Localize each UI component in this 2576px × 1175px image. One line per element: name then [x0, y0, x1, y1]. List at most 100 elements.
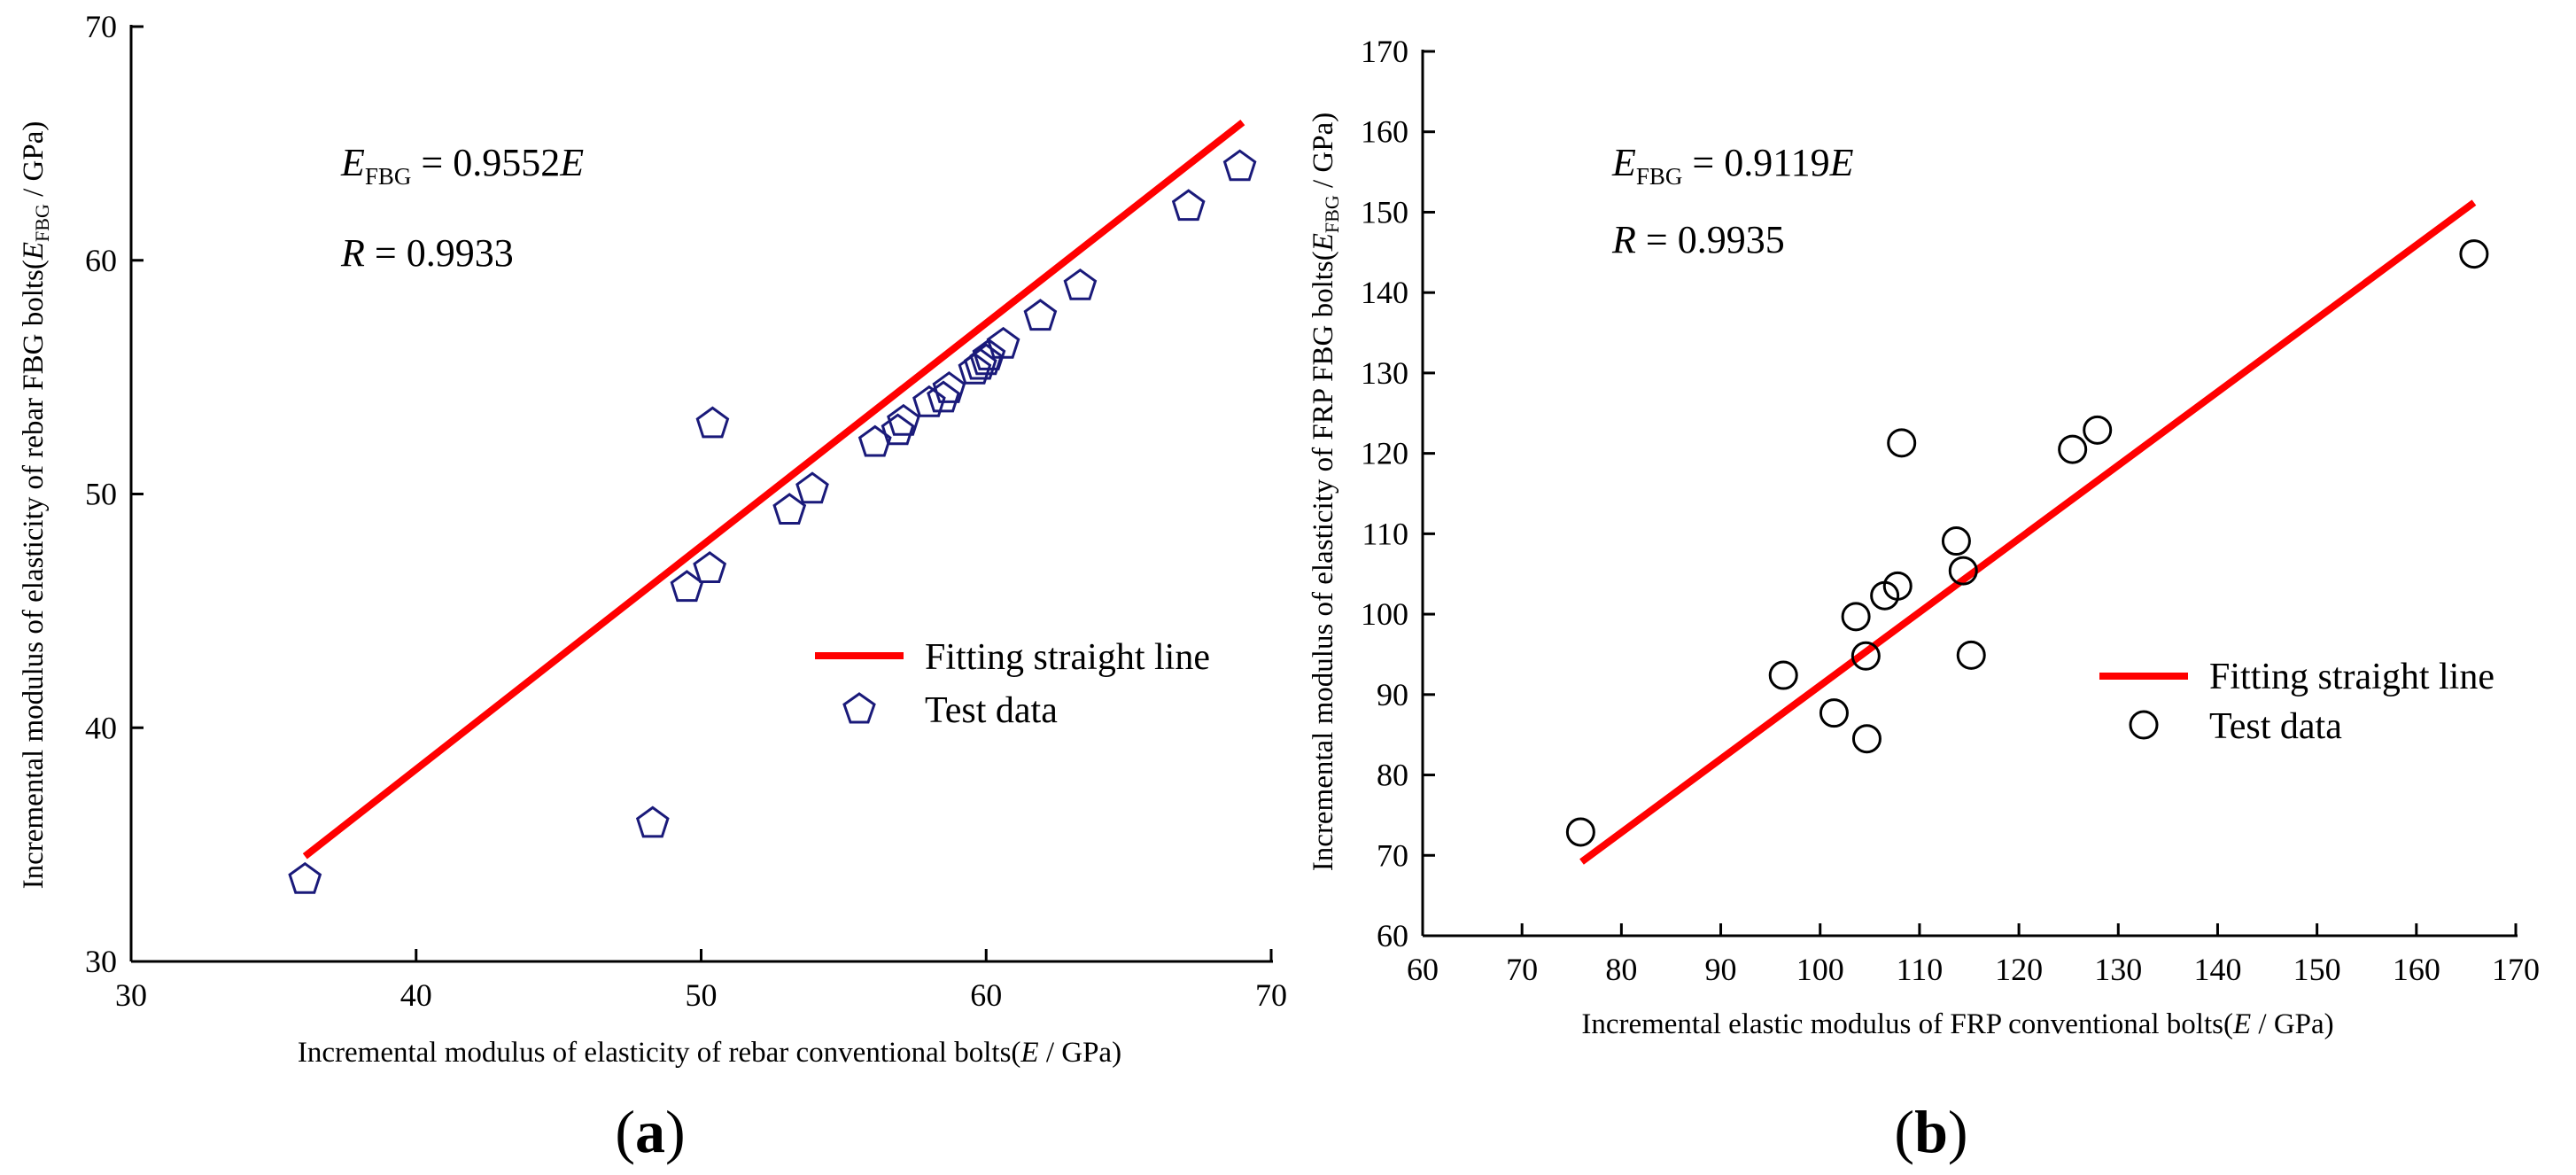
legend-a: Fitting straight line Test data [815, 637, 1210, 731]
data-point-a-11 [927, 380, 960, 413]
x-tick-label-b-100: 100 [1796, 952, 1844, 987]
data-point-a-18 [1023, 299, 1058, 331]
data-point-b-13 [2083, 415, 2113, 445]
data-point-a-19 [1063, 268, 1098, 300]
data-point-b-2 [1819, 698, 1849, 728]
data-point-a-14 [963, 347, 997, 380]
y-tick-label-a-30: 30 [85, 944, 117, 979]
x-ticks-a: 30 40 50 60 70 [115, 949, 1287, 1013]
y-ticks-b: 60 70 80 90 100 110 120 130 140 150 160 170 [1361, 34, 1435, 953]
axes-b [1421, 50, 2518, 938]
fit-equation-a: EFBG = 0.9552E [340, 141, 584, 190]
x-axis-label-a: Incremental modulus of elasticity of reb… [298, 1037, 1121, 1069]
y-tick-label-b-100: 100 [1361, 596, 1408, 632]
fitting-straight-line-a [302, 119, 1245, 860]
y-tick-label-b-110: 110 [1362, 516, 1408, 551]
data-point-a-3 [693, 551, 727, 583]
x-tick-label-b-160: 160 [2393, 952, 2440, 987]
data-point-a-9 [887, 403, 920, 436]
data-point-a-6 [795, 471, 829, 504]
x-tick-label-b-120: 120 [1995, 952, 2043, 987]
y-tick-label-b-140: 140 [1361, 275, 1408, 310]
data-markers-a [288, 149, 1257, 894]
y-tick-label-b-60: 60 [1377, 918, 1408, 953]
y-tick-label-a-60: 60 [85, 243, 117, 278]
x-tick-label-a-70: 70 [1255, 977, 1287, 1013]
x-tick-label-b-90: 90 [1705, 952, 1737, 987]
y-tick-label-b-130: 130 [1361, 355, 1408, 391]
fit-equation-b: EFBG = 0.9119E [1611, 141, 1854, 190]
x-tick-label-b-80: 80 [1605, 952, 1637, 987]
correlation-b: R = 0.9935 [1611, 218, 1785, 261]
data-point-b-11 [1956, 640, 1986, 670]
axes-a [129, 25, 1273, 963]
x-tick-label-b-110: 110 [1897, 952, 1944, 987]
data-markers-b [1565, 239, 2489, 847]
data-point-b-14 [2459, 239, 2489, 269]
x-tick-label-a-40: 40 [400, 977, 432, 1013]
data-point-a-21 [1222, 149, 1257, 182]
data-point-a-8 [881, 413, 915, 446]
data-point-b-5 [1851, 724, 1882, 754]
fit-line-b [1579, 199, 2477, 865]
legend-line-label-a: Fitting straight line [925, 637, 1210, 678]
y-tick-label-b-150: 150 [1361, 194, 1408, 230]
data-point-a-5 [772, 493, 807, 525]
data-point-b-8 [1887, 428, 1917, 458]
x-tick-label-b-170: 170 [2492, 952, 2540, 987]
y-ticks-a: 30 40 50 60 70 [85, 9, 144, 979]
panel-label-a: (a) [615, 1098, 685, 1165]
data-point-a-13 [958, 352, 992, 385]
y-tick-label-b-70: 70 [1377, 837, 1408, 873]
x-tick-label-b-140: 140 [2193, 952, 2241, 987]
x-tick-label-a-50: 50 [686, 977, 718, 1013]
x-tick-label-b-60: 60 [1407, 952, 1439, 987]
y-axis-label-b: Incremental modulus of elasticity of FRP… [1307, 113, 1343, 871]
y-tick-label-a-50: 50 [85, 477, 117, 512]
correlation-a: R = 0.9933 [340, 231, 514, 275]
data-point-a-17 [986, 326, 1020, 359]
legend-marker-swatch-a [842, 692, 876, 724]
legend-marker-label-a: Test data [925, 690, 1058, 731]
data-point-b-9 [1941, 526, 1971, 556]
legend-line-label-b: Fitting straight line [2209, 657, 2495, 697]
data-point-b-12 [2058, 434, 2088, 464]
y-tick-label-a-70: 70 [85, 9, 117, 44]
legend-b: Fitting straight line Test data [2099, 657, 2495, 747]
chart-panel-b: 60 70 80 90 100 110 120 130 140 150 160 170 60 70 80 9… [1307, 34, 2540, 1165]
x-tick-label-a-60: 60 [970, 977, 1002, 1013]
y-tick-label-b-80: 80 [1377, 758, 1408, 793]
legend-marker-swatch-b [2129, 710, 2159, 740]
x-ticks-b: 60 70 80 90 100 110 120 130 140 150 160 170 [1407, 923, 2540, 987]
y-tick-label-a-40: 40 [85, 710, 117, 745]
x-tick-label-a-30: 30 [115, 977, 147, 1013]
panel-label-b: (b) [1894, 1098, 1967, 1165]
x-tick-label-b-70: 70 [1506, 952, 1538, 987]
chart-panel-a: 30 40 50 60 70 30 40 50 60 70 EFBG = 0.9552E R =… [18, 9, 1287, 1165]
data-point-a-20 [1171, 189, 1206, 222]
data-point-a-1 [635, 805, 670, 838]
data-point-a-0 [288, 861, 322, 894]
data-point-b-4 [1851, 641, 1881, 671]
y-tick-label-b-120: 120 [1361, 436, 1408, 471]
legend-marker-label-b: Test data [2209, 706, 2342, 747]
data-point-a-12 [932, 370, 966, 403]
data-point-b-1 [1768, 660, 1798, 690]
x-axis-label-b: Incremental elastic modulus of FRP conve… [1581, 1008, 2333, 1040]
y-tick-label-b-90: 90 [1377, 677, 1408, 712]
data-point-b-0 [1565, 817, 1595, 847]
x-tick-label-b-150: 150 [2293, 952, 2341, 987]
fitting-straight-line-b [1579, 199, 2477, 865]
y-axis-label-a: Incremental modulus of elasticity of reb… [18, 121, 53, 890]
fit-line-a [302, 119, 1245, 860]
data-point-b-10 [1948, 556, 1978, 586]
y-tick-label-b-160: 160 [1361, 114, 1408, 150]
y-tick-label-b-170: 170 [1361, 34, 1408, 69]
data-point-a-4 [695, 406, 730, 439]
data-point-b-7 [1882, 571, 1913, 601]
data-point-a-7 [857, 424, 892, 457]
x-tick-label-b-130: 130 [2094, 952, 2142, 987]
data-point-a-16 [972, 338, 1006, 370]
data-point-b-3 [1841, 602, 1871, 632]
